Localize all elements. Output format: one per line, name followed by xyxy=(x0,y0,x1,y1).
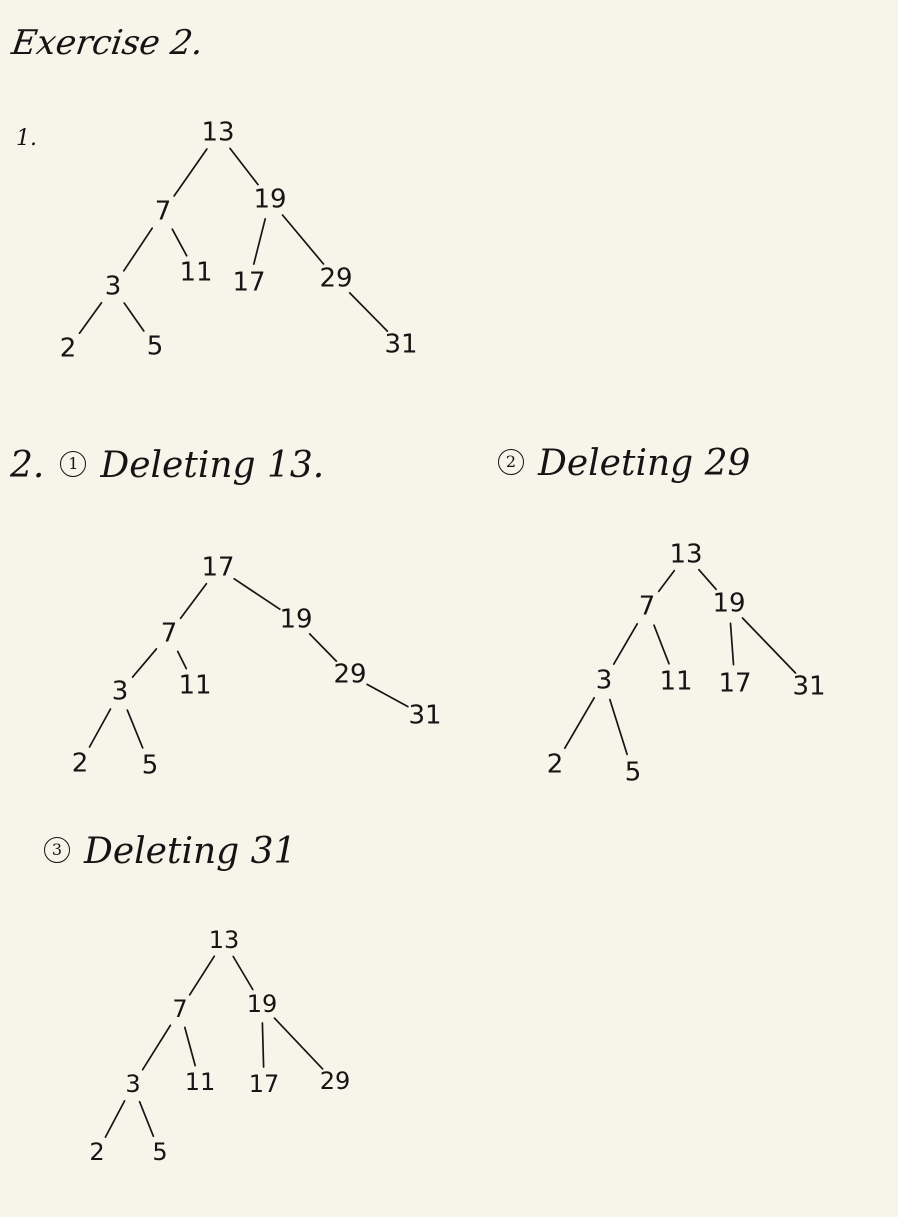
edge-n13-n19 xyxy=(232,955,254,991)
deleting-13-label: Deleting 13. xyxy=(100,445,325,486)
edge-n3-n5 xyxy=(123,302,145,332)
tree-node-29: 29 xyxy=(333,660,366,690)
edge-n3-n2 xyxy=(78,301,103,335)
edge-n19-n29 xyxy=(308,633,338,662)
edge-n7-n11 xyxy=(176,650,188,670)
edge-n7-n3 xyxy=(131,648,158,678)
tree-node-3: 3 xyxy=(596,666,613,696)
tree-node-17: 17 xyxy=(249,1070,280,1098)
section-2-number: 2. xyxy=(10,445,45,486)
edge-n7-n3 xyxy=(612,623,639,665)
tree-after-delete-29: 13 7 19 3 11 17 31 2 5 xyxy=(547,540,826,788)
tree-node-3: 3 xyxy=(112,677,129,707)
edge-n19-n29 xyxy=(281,214,325,265)
edge-n3-n2 xyxy=(88,708,112,748)
section-3-heading: 2 Deleting 29 xyxy=(498,446,750,482)
tree-after-delete-31: 13 7 19 3 11 17 29 2 5 xyxy=(89,926,350,1166)
tree-node-5: 5 xyxy=(152,1138,167,1166)
tree-node-2: 2 xyxy=(89,1138,104,1166)
edge-n3-n5 xyxy=(126,709,144,749)
edge-n19-n29 xyxy=(273,1017,324,1070)
tree-node-11: 11 xyxy=(185,1068,216,1096)
edge-n29-n31 xyxy=(348,292,389,332)
deleting-31-label: Deleting 31 xyxy=(84,831,297,872)
tree-node-2: 2 xyxy=(547,750,564,780)
tree-node-31: 31 xyxy=(792,672,825,702)
edge-n13-n7 xyxy=(173,148,208,197)
tree-original: 13 7 19 3 11 17 29 2 5 31 xyxy=(60,118,418,364)
tree-node-7: 7 xyxy=(155,197,172,227)
tree-node-31: 31 xyxy=(384,330,417,360)
section-1-number: 1. xyxy=(16,126,37,151)
edge-n13-n7 xyxy=(188,955,216,996)
edge-n7-n11 xyxy=(171,228,188,257)
deleting-29-label: Deleting 29 xyxy=(538,443,751,484)
edge-n3-n5 xyxy=(609,698,628,756)
tree-node-19: 19 xyxy=(279,605,312,635)
tree-node-19: 19 xyxy=(712,589,745,619)
edge-n13-n19 xyxy=(698,568,717,591)
section-2-heading: 2. 1 Deleting 13. xyxy=(10,448,324,484)
tree-node-2: 2 xyxy=(72,749,89,779)
tree-node-29: 29 xyxy=(320,1067,351,1095)
tree-node-17: 17 xyxy=(232,268,265,298)
edge-n7-n3 xyxy=(141,1024,172,1071)
tree-after-delete-13: 17 7 19 3 11 29 2 5 31 xyxy=(72,553,442,781)
section-1-label: 1. xyxy=(16,128,37,150)
tree-node-17: 17 xyxy=(718,669,751,699)
circled-number-1: 1 xyxy=(60,451,87,477)
tree-node-31: 31 xyxy=(408,701,441,731)
edge-n7-n3 xyxy=(122,227,154,272)
section-4-heading: 3 Deleting 31 xyxy=(44,834,296,870)
edge-n17-n7 xyxy=(179,582,208,620)
edge-n19-n31 xyxy=(741,617,797,674)
tree-node-13: 13 xyxy=(209,926,240,954)
edge-n19-n17 xyxy=(252,218,267,265)
tree-node-11: 11 xyxy=(179,258,212,288)
tree-node-2: 2 xyxy=(60,334,77,364)
tree-node-5: 5 xyxy=(142,751,159,781)
tree-node-13: 13 xyxy=(669,540,702,570)
tree-node-13: 13 xyxy=(201,118,234,148)
edge-n29-n31 xyxy=(366,683,409,708)
edge-n19-n17 xyxy=(729,622,735,666)
tree-node-3: 3 xyxy=(125,1070,140,1098)
edge-n17-n19 xyxy=(233,577,281,611)
tree-node-5: 5 xyxy=(147,332,164,362)
tree-node-19: 19 xyxy=(253,185,286,215)
tree-node-7: 7 xyxy=(172,995,187,1023)
edge-n13-n19 xyxy=(229,147,259,186)
tree-node-17: 17 xyxy=(201,553,234,583)
tree-node-7: 7 xyxy=(639,592,656,622)
edge-n19-n17 xyxy=(261,1022,265,1068)
tree-node-7: 7 xyxy=(161,619,178,649)
circled-number-3: 3 xyxy=(44,837,70,863)
tree-node-11: 11 xyxy=(178,671,211,701)
edge-n7-n11 xyxy=(183,1026,197,1067)
edge-n3-n2 xyxy=(563,696,596,750)
tree-node-5: 5 xyxy=(625,758,642,788)
circled-number-2: 2 xyxy=(498,449,524,475)
tree-node-11: 11 xyxy=(659,667,692,697)
edge-n3-n2 xyxy=(104,1100,126,1138)
edge-n3-n5 xyxy=(138,1100,155,1138)
tree-node-29: 29 xyxy=(319,264,352,294)
edge-n7-n11 xyxy=(653,624,670,665)
edge-n13-n7 xyxy=(657,569,676,593)
tree-node-3: 3 xyxy=(105,272,122,302)
tree-node-19: 19 xyxy=(247,990,278,1018)
